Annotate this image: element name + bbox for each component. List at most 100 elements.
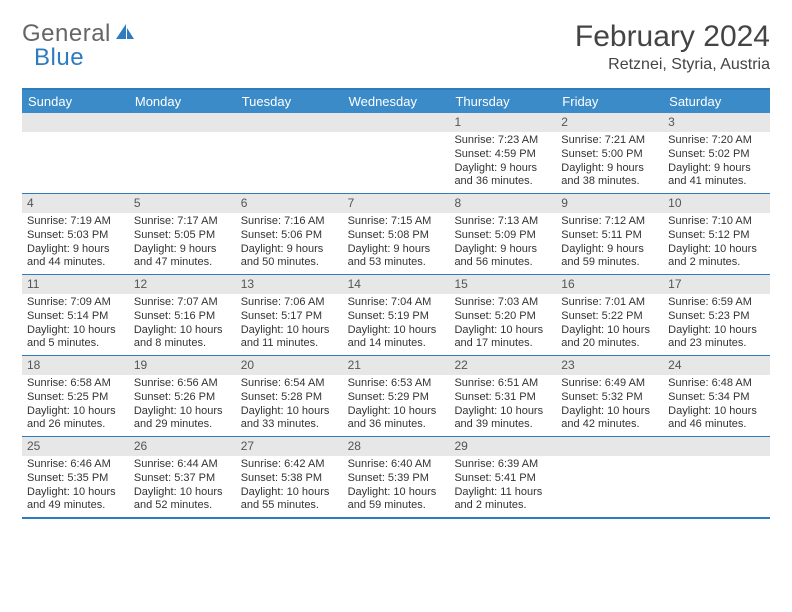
day-header-row: SundayMondayTuesdayWednesdayThursdayFrid…: [22, 90, 770, 113]
sunrise-text: Sunrise: 7:03 AM: [454, 296, 551, 310]
day-cell: [663, 437, 770, 517]
day-details: Sunrise: 6:59 AMSunset: 5:23 PMDaylight:…: [663, 294, 770, 355]
day-cell: 6Sunrise: 7:16 AMSunset: 5:06 PMDaylight…: [236, 194, 343, 274]
daylight-text: Daylight: 11 hours and 2 minutes.: [454, 486, 551, 514]
day-header-wednesday: Wednesday: [343, 90, 450, 113]
day-number: 21: [343, 356, 450, 375]
day-number: 22: [449, 356, 556, 375]
sunrise-text: Sunrise: 6:46 AM: [27, 458, 124, 472]
daylight-text: Daylight: 10 hours and 23 minutes.: [668, 324, 765, 352]
day-number: 23: [556, 356, 663, 375]
day-details: Sunrise: 6:49 AMSunset: 5:32 PMDaylight:…: [556, 375, 663, 436]
sunrise-text: Sunrise: 6:51 AM: [454, 377, 551, 391]
sunset-text: Sunset: 5:23 PM: [668, 310, 765, 324]
day-cell: [556, 437, 663, 517]
sunset-text: Sunset: 5:00 PM: [561, 148, 658, 162]
sunset-text: Sunset: 5:05 PM: [134, 229, 231, 243]
day-cell: 10Sunrise: 7:10 AMSunset: 5:12 PMDayligh…: [663, 194, 770, 274]
day-number: 27: [236, 437, 343, 456]
day-details: Sunrise: 6:53 AMSunset: 5:29 PMDaylight:…: [343, 375, 450, 436]
calendar: SundayMondayTuesdayWednesdayThursdayFrid…: [22, 88, 770, 519]
sunset-text: Sunset: 5:06 PM: [241, 229, 338, 243]
sunrise-text: Sunrise: 6:42 AM: [241, 458, 338, 472]
sunrise-text: Sunrise: 6:48 AM: [668, 377, 765, 391]
day-cell: 5Sunrise: 7:17 AMSunset: 5:05 PMDaylight…: [129, 194, 236, 274]
daylight-text: Daylight: 9 hours and 59 minutes.: [561, 243, 658, 271]
daylight-text: Daylight: 10 hours and 29 minutes.: [134, 405, 231, 433]
day-cell: 25 Sunrise: 6:46 AMSunset: 5:35 PMDayligh…: [22, 437, 129, 517]
sunset-text: Sunset: 5:14 PM: [27, 310, 124, 324]
day-number: 19: [129, 356, 236, 375]
sunset-text: Sunset: 5:22 PM: [561, 310, 658, 324]
sunrise-text: Sunrise: 6:49 AM: [561, 377, 658, 391]
day-details: Sunrise: 6:56 AMSunset: 5:26 PMDaylight:…: [129, 375, 236, 436]
daylight-text: Daylight: 10 hours and 8 minutes.: [134, 324, 231, 352]
day-details: Sunrise: 7:06 AMSunset: 5:17 PMDaylight:…: [236, 294, 343, 355]
sunrise-text: Sunrise: 7:16 AM: [241, 215, 338, 229]
day-number: 4: [22, 194, 129, 213]
day-number: 29: [449, 437, 556, 456]
day-details: Sunrise: 7:15 AMSunset: 5:08 PMDaylight:…: [343, 213, 450, 274]
day-number: 13: [236, 275, 343, 294]
day-details: Sunrise: 7:01 AMSunset: 5:22 PMDaylight:…: [556, 294, 663, 355]
day-number: 18: [22, 356, 129, 375]
day-cell: 9Sunrise: 7:12 AMSunset: 5:11 PMDaylight…: [556, 194, 663, 274]
day-cell: 24Sunrise: 6:48 AMSunset: 5:34 PMDayligh…: [663, 356, 770, 436]
daylight-text: Daylight: 9 hours and 36 minutes.: [454, 162, 551, 190]
daylight-text: Daylight: 9 hours and 44 minutes.: [27, 243, 124, 271]
sunset-text: Sunset: 5:09 PM: [454, 229, 551, 243]
day-details: Sunrise: 6:44 AMSunset: 5:37 PMDaylight:…: [129, 456, 236, 517]
day-number: 25: [22, 437, 129, 456]
sunset-text: Sunset: 5:32 PM: [561, 391, 658, 405]
sunset-text: Sunset: 5:26 PM: [134, 391, 231, 405]
sunrise-text: Sunrise: 7:12 AM: [561, 215, 658, 229]
sunrise-text: Sunrise: 7:06 AM: [241, 296, 338, 310]
title-block: February 2024 Retznei, Styria, Austria: [575, 20, 770, 74]
month-title: February 2024: [575, 20, 770, 54]
day-cell: 3Sunrise: 7:20 AMSunset: 5:02 PMDaylight…: [663, 113, 770, 193]
day-details: Sunrise: 6:54 AMSunset: 5:28 PMDaylight:…: [236, 375, 343, 436]
day-number: 14: [343, 275, 450, 294]
sunset-text: Sunset: 5:34 PM: [668, 391, 765, 405]
day-number: 28: [343, 437, 450, 456]
sunset-text: Sunset: 5:35 PM: [27, 472, 124, 486]
sunset-text: Sunset: 5:02 PM: [668, 148, 765, 162]
day-cell: 28Sunrise: 6:40 AMSunset: 5:39 PMDayligh…: [343, 437, 450, 517]
day-number-empty: [556, 437, 663, 456]
day-cell: 22Sunrise: 6:51 AMSunset: 5:31 PMDayligh…: [449, 356, 556, 436]
logo-text-1: General: [22, 20, 111, 47]
day-header-tuesday: Tuesday: [236, 90, 343, 113]
logo-text-2: Blue: [34, 44, 139, 72]
day-cell: 17Sunrise: 6:59 AMSunset: 5:23 PMDayligh…: [663, 275, 770, 355]
daylight-text: Daylight: 10 hours and 11 minutes.: [241, 324, 338, 352]
daylight-text: Daylight: 10 hours and 49 minutes.: [27, 486, 124, 514]
sunset-text: Sunset: 5:19 PM: [348, 310, 445, 324]
day-number: 17: [663, 275, 770, 294]
sunset-text: Sunset: 5:12 PM: [668, 229, 765, 243]
sunrise-text: Sunrise: 6:39 AM: [454, 458, 551, 472]
day-number: 1: [449, 113, 556, 132]
day-number: 2: [556, 113, 663, 132]
day-details: Sunrise: 7:03 AMSunset: 5:20 PMDaylight:…: [449, 294, 556, 355]
sunrise-text: Sunrise: 6:54 AM: [241, 377, 338, 391]
sunrise-text: Sunrise: 7:19 AM: [27, 215, 124, 229]
daylight-text: Daylight: 10 hours and 20 minutes.: [561, 324, 658, 352]
day-number: 20: [236, 356, 343, 375]
sunrise-text: Sunrise: 6:56 AM: [134, 377, 231, 391]
day-details: Sunrise: 6:51 AMSunset: 5:31 PMDaylight:…: [449, 375, 556, 436]
day-number: 8: [449, 194, 556, 213]
day-number: 9: [556, 194, 663, 213]
day-details: Sunrise: 6:39 AMSunset: 5:41 PMDaylight:…: [449, 456, 556, 517]
day-number: 15: [449, 275, 556, 294]
day-details: Sunrise: 6:42 AMSunset: 5:38 PMDaylight:…: [236, 456, 343, 517]
week-row: 4Sunrise: 7:19 AMSunset: 5:03 PMDaylight…: [22, 194, 770, 275]
daylight-text: Daylight: 10 hours and 33 minutes.: [241, 405, 338, 433]
sunrise-text: Sunrise: 7:13 AM: [454, 215, 551, 229]
daylight-text: Daylight: 10 hours and 42 minutes.: [561, 405, 658, 433]
sunrise-text: Sunrise: 7:01 AM: [561, 296, 658, 310]
day-number: 24: [663, 356, 770, 375]
day-header-saturday: Saturday: [663, 90, 770, 113]
sunset-text: Sunset: 5:25 PM: [27, 391, 124, 405]
day-details: Sunrise: 7:04 AMSunset: 5:19 PMDaylight:…: [343, 294, 450, 355]
daylight-text: Daylight: 9 hours and 47 minutes.: [134, 243, 231, 271]
